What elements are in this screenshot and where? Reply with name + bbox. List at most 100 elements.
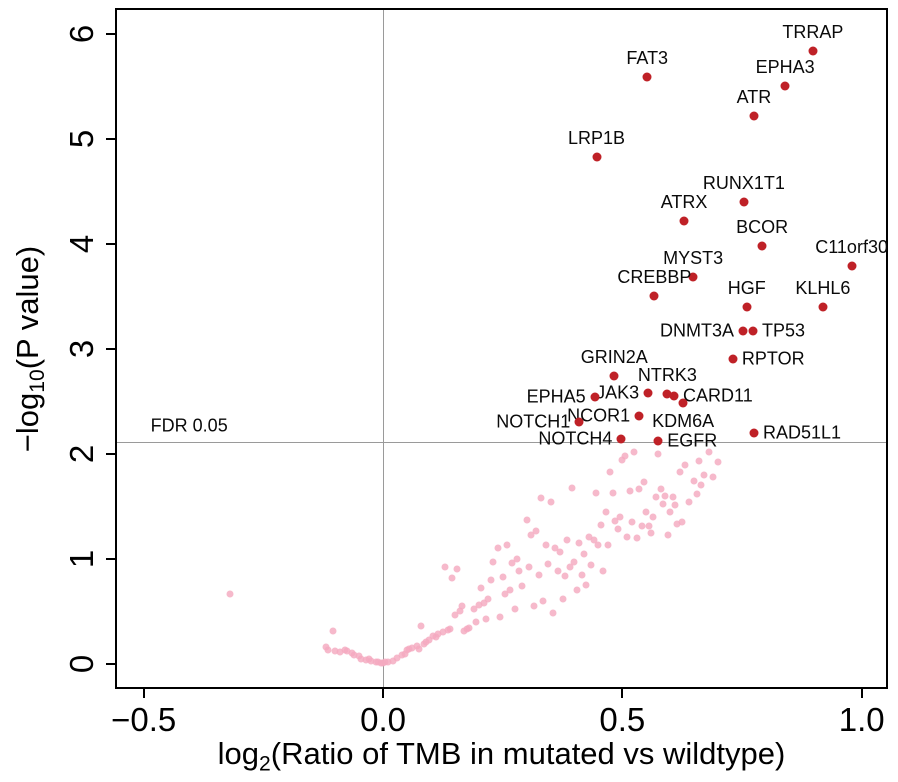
nonsignificant-point [709, 473, 717, 481]
nonsignificant-point [343, 647, 351, 655]
x-axis-title: log2(Ratio of TMB in mutated vs wildtype… [218, 736, 786, 776]
nonsignificant-point [329, 627, 337, 635]
nonsignificant-point [592, 489, 600, 497]
gene-label-rptor: RPTOR [741, 348, 805, 369]
y-axis-title: −log10(P value) [10, 245, 50, 451]
gene-label-fat3: FAT3 [626, 47, 669, 68]
y-axis-title-subscript: 10 [26, 368, 50, 393]
nonsignificant-point [635, 485, 643, 493]
gene-label-trrap: TRRAP [782, 21, 844, 42]
nonsignificant-point [357, 655, 365, 663]
x-tick-label: 1.0 [838, 701, 885, 738]
nonsignificant-point [659, 500, 667, 508]
nonsignificant-point [561, 572, 569, 580]
nonsignificant-point [556, 548, 564, 556]
gene-point-atrx [679, 216, 689, 226]
nonsignificant-point [705, 448, 712, 456]
nonsignificant-point [499, 573, 507, 581]
nonsignificant-point [570, 558, 578, 566]
nonsignificant-point [616, 513, 624, 521]
nonsignificant-point [599, 567, 607, 575]
gene-point-bcor [757, 241, 767, 251]
nonsignificant-point [441, 563, 449, 571]
nonsignificant-point [513, 555, 521, 563]
nonsignificant-point [633, 534, 641, 542]
x-tick-mark [142, 689, 145, 698]
gene-point-ncor1 [634, 411, 644, 421]
gene-point-notch4 [616, 434, 626, 444]
nonsignificant-point [547, 498, 555, 506]
y-axis-title-suffix: (P value) [9, 245, 45, 369]
nonsignificant-point [559, 595, 567, 603]
nonsignificant-point [647, 529, 655, 537]
nonsignificant-point [640, 478, 648, 486]
gene-label-tp53: TP53 [762, 320, 806, 341]
gene-label-runx1t1: RUNX1T1 [702, 172, 785, 193]
nonsignificant-point [523, 516, 531, 524]
nonsignificant-point [480, 599, 488, 607]
nonsignificant-point [470, 605, 478, 613]
nonsignificant-point [678, 518, 686, 526]
gene-label-atr: ATR [736, 86, 772, 107]
nonsignificant-point [451, 611, 459, 619]
y-axis-title-prefix: −log [9, 392, 45, 452]
nonsignificant-point [496, 613, 504, 621]
gene-point-card11 [669, 391, 679, 401]
gene-label-notch1: NOTCH1 [496, 411, 571, 432]
nonsignificant-point [489, 558, 497, 566]
x-axis-title-suffix: (Ratio of TMB in mutated vs wildtype) [270, 736, 786, 771]
nonsignificant-point [563, 536, 571, 544]
nonsignificant-point [652, 493, 660, 501]
nonsignificant-point [417, 622, 425, 630]
nonsignificant-point [401, 650, 409, 658]
nonsignificant-point [630, 448, 638, 456]
gene-point-atr [749, 111, 759, 121]
nonsignificant-point [626, 487, 634, 495]
y-tick-label: 5 [63, 129, 100, 148]
gene-label-ntrk3: NTRK3 [637, 364, 697, 385]
nonsignificant-point [604, 541, 612, 549]
nonsignificant-point [693, 490, 701, 498]
nonsignificant-point [602, 508, 610, 516]
nonsignificant-point [226, 590, 234, 598]
x-tick-label: 0.5 [599, 701, 646, 738]
nonsignificant-point [664, 531, 672, 539]
nonsignificant-point [537, 494, 545, 502]
nonsignificant-point [503, 541, 511, 549]
gene-label-epha5: EPHA5 [526, 386, 586, 407]
nonsignificant-point [566, 563, 574, 571]
y-tick-mark [106, 662, 115, 665]
nonsignificant-point [642, 508, 650, 516]
nonsignificant-point [477, 584, 485, 592]
gene-label-c11orf30: C11orf30 [815, 236, 888, 257]
nonsignificant-point [549, 609, 557, 617]
nonsignificant-point [597, 521, 605, 529]
nonsignificant-point [685, 498, 693, 506]
nonsignificant-point [638, 522, 645, 530]
nonsignificant-point [645, 522, 653, 530]
gene-label-dnmt3a: DNMT3A [659, 320, 734, 341]
nonsignificant-point [535, 571, 543, 579]
nonsignificant-point [472, 618, 480, 626]
gene-label-bcor: BCOR [736, 216, 789, 237]
gene-point-klhl6 [818, 302, 828, 312]
nonsignificant-point [669, 493, 677, 501]
gene-point-lrp1b [592, 152, 601, 162]
nonsignificant-point [367, 657, 375, 665]
y-tick-mark [106, 452, 115, 455]
nonsignificant-point [331, 647, 339, 655]
nonsignificant-point [585, 533, 593, 541]
gene-point-epha5 [590, 392, 600, 402]
nonsignificant-point [695, 457, 703, 465]
nonsignificant-point [425, 636, 432, 644]
nonsignificant-point [614, 525, 622, 533]
gene-point-tp53 [748, 326, 758, 336]
gene-point-fat3 [642, 72, 652, 82]
gene-label-epha3: EPHA3 [755, 57, 815, 78]
nonsignificant-point [673, 520, 681, 528]
nonsignificant-point [587, 561, 595, 569]
nonsignificant-point [465, 624, 473, 632]
gene-point-egfr [653, 436, 663, 446]
nonsignificant-point [324, 646, 332, 654]
